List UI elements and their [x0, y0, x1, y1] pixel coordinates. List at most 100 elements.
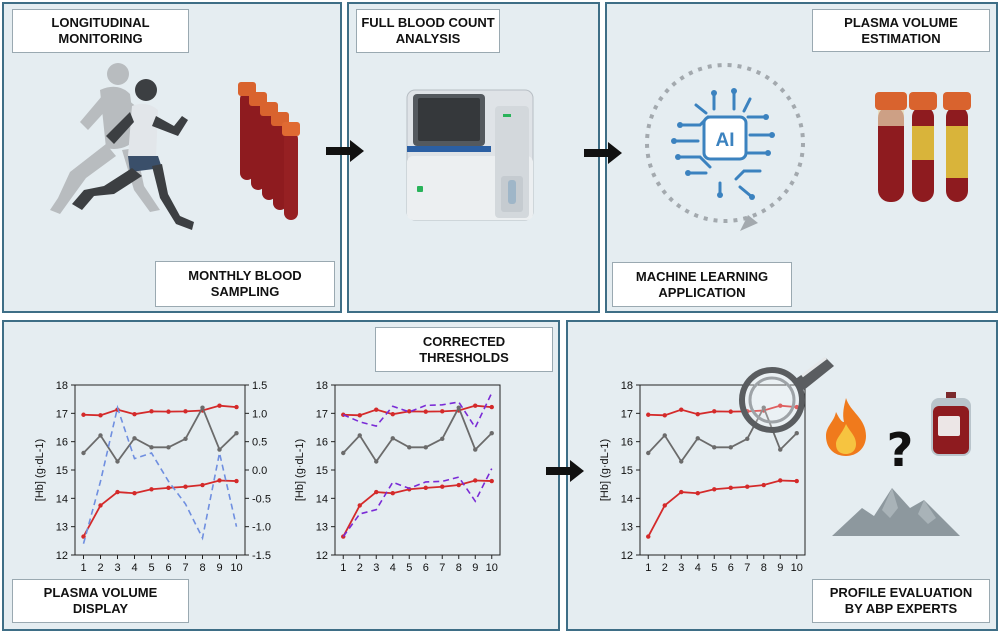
data-point [440, 409, 445, 414]
data-point [217, 447, 222, 452]
series-line [342, 392, 493, 430]
data-point [695, 491, 700, 496]
data-point [695, 411, 700, 417]
data-point [489, 478, 494, 484]
arrow-right-icon [584, 142, 622, 164]
data-point [341, 450, 346, 456]
y-tick-label: 13 [56, 522, 68, 534]
plasma-tubes-icon [875, 92, 971, 202]
data-point [390, 491, 395, 496]
blood-bag-icon [931, 392, 971, 456]
data-point [473, 478, 478, 483]
data-point [132, 411, 137, 417]
y-tick-label: 16 [621, 437, 633, 449]
data-point [728, 445, 733, 450]
y2-tick-label: 1.0 [252, 408, 267, 420]
y-tick-label: 13 [316, 522, 328, 534]
x-tick-label: 10 [230, 562, 242, 574]
x-tick-label: 10 [486, 562, 498, 574]
data-point [423, 409, 428, 414]
y-tick-label: 15 [621, 465, 633, 477]
data-point [794, 478, 799, 484]
series-line [83, 404, 237, 417]
data-point [149, 409, 154, 414]
data-point [423, 485, 428, 491]
x-tick-label: 6 [423, 562, 429, 574]
data-point [166, 485, 171, 491]
x-tick-label: 1 [80, 562, 86, 574]
data-point [679, 489, 684, 495]
data-point [183, 436, 188, 442]
y-tick-label: 18 [56, 380, 68, 392]
data-point [778, 403, 783, 408]
y-tick-label: 16 [56, 437, 68, 449]
data-point [712, 445, 717, 450]
data-point [217, 478, 222, 483]
data-point [473, 403, 478, 408]
data-point [357, 413, 362, 418]
x-tick-label: 1 [645, 562, 651, 574]
data-point [423, 445, 428, 450]
x-tick-label: 5 [406, 562, 412, 574]
y2-tick-label: -0.5 [252, 493, 271, 505]
x-tick-label: 8 [456, 562, 462, 574]
series-line [342, 468, 493, 538]
data-point [712, 487, 717, 492]
x-tick-label: 7 [744, 562, 750, 574]
data-point [357, 433, 362, 438]
y-tick-label: 14 [56, 493, 68, 505]
x-tick-label: 3 [373, 562, 379, 574]
y-tick-label: 15 [316, 465, 328, 477]
data-point [200, 405, 205, 410]
x-tick-label: 8 [761, 562, 767, 574]
data-point [115, 459, 120, 464]
data-point [679, 459, 684, 464]
data-point [374, 459, 379, 464]
data-point [695, 436, 700, 441]
data-point [183, 484, 188, 489]
data-point [132, 436, 137, 441]
y-axis-label: [Hb] (g·dL-1) [34, 439, 46, 501]
series-line [342, 479, 492, 538]
data-point [234, 478, 239, 484]
data-point [745, 436, 750, 442]
data-point [712, 409, 717, 414]
series-line [342, 405, 493, 464]
y-tick-label: 18 [621, 380, 633, 392]
data-point [646, 534, 651, 539]
x-tick-label: 3 [114, 562, 120, 574]
data-point [473, 447, 478, 452]
y-tick-label: 17 [56, 408, 68, 420]
x-tick-label: 10 [791, 562, 803, 574]
data-point [183, 409, 188, 414]
data-point [374, 407, 379, 412]
y-tick-label: 15 [56, 465, 68, 477]
data-point [794, 430, 799, 436]
data-point [81, 412, 86, 417]
data-point [81, 534, 86, 539]
y2-tick-label: 1.5 [252, 380, 267, 392]
series-line [82, 479, 237, 538]
x-tick-label: 4 [131, 562, 137, 574]
data-point [166, 445, 171, 450]
y-tick-label: 14 [316, 493, 328, 505]
data-point [662, 413, 667, 418]
data-point [440, 484, 445, 489]
data-point [374, 489, 379, 495]
plot-frame [74, 384, 246, 556]
data-point [98, 413, 103, 418]
data-point [761, 405, 766, 410]
magnifier-icon [739, 356, 834, 433]
x-tick-label: 7 [182, 562, 188, 574]
x-tick-label: 9 [472, 562, 478, 574]
data-point [745, 484, 750, 489]
y2-tick-label: 0.0 [252, 465, 267, 477]
x-tick-label: 2 [357, 562, 363, 574]
data-point [200, 482, 205, 488]
chart-plasma-volume-display: 12 13 14 15 16 17 18 -1.5 -1.0 -0.5 0.0 0.5 1.0 1.5 1 2… [34, 380, 271, 574]
arrow-right-icon [546, 460, 584, 482]
y-tick-label: 17 [621, 408, 633, 420]
x-tick-label: 4 [695, 562, 701, 574]
x-tick-label: 1 [340, 562, 346, 574]
x-tick-label: 6 [728, 562, 734, 574]
